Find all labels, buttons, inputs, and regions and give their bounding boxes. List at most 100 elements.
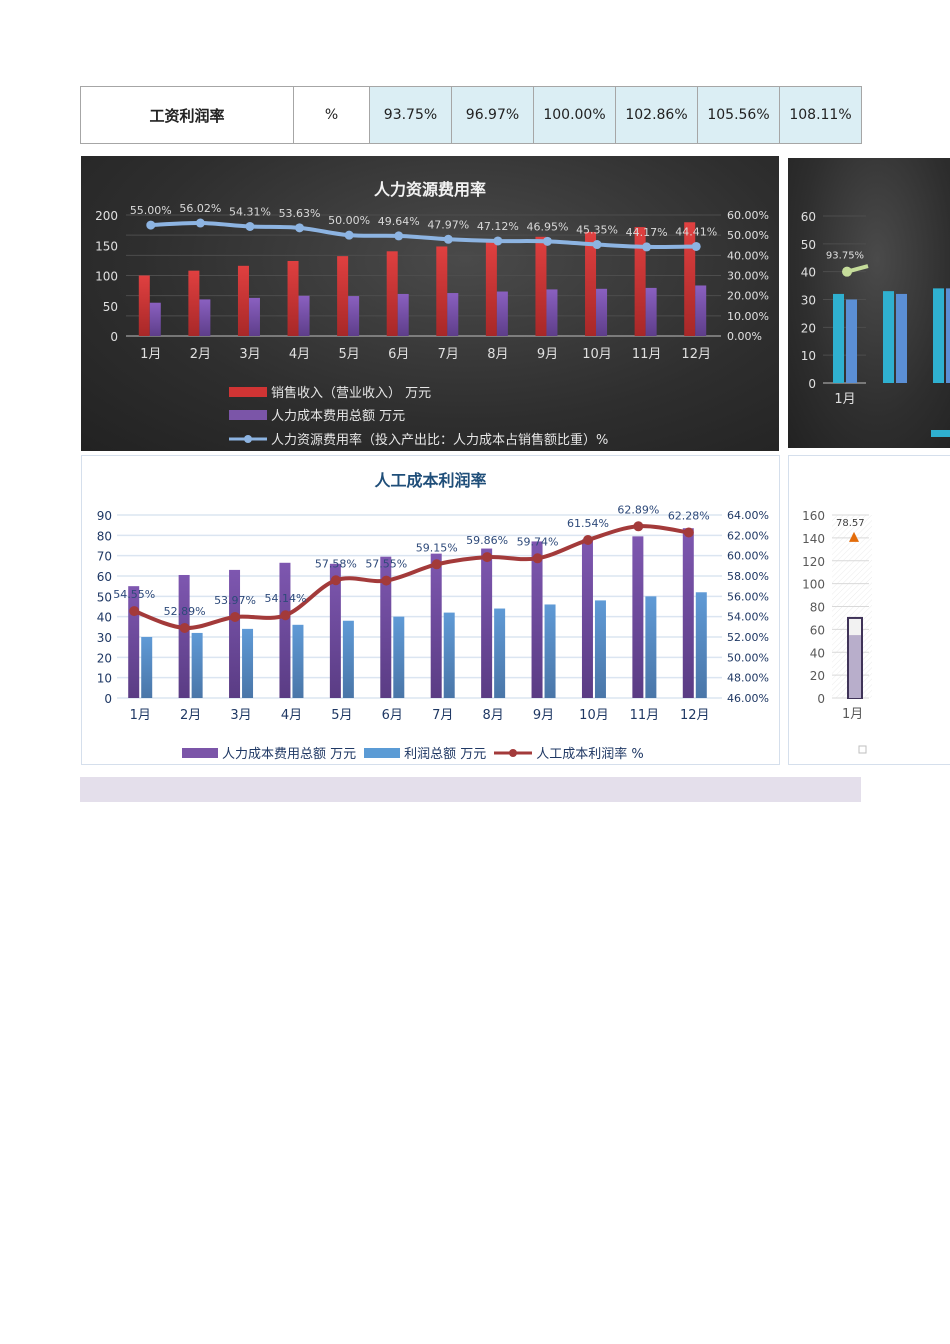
svg-text:40: 40 — [801, 266, 816, 280]
svg-text:30: 30 — [801, 294, 816, 308]
svg-text:8月: 8月 — [482, 708, 503, 723]
svg-text:12月: 12月 — [680, 708, 710, 723]
svg-text:70: 70 — [97, 550, 112, 564]
svg-text:53.63%: 53.63% — [279, 207, 321, 220]
chart-plot: 160 140 120 100 80 60 40 20 0 78.57 1月 — [802, 509, 872, 754]
value-cell: 102.86% — [615, 86, 698, 144]
svg-text:160: 160 — [802, 509, 825, 523]
svg-text:54.00%: 54.00% — [727, 611, 769, 624]
svg-text:54.55%: 54.55% — [113, 588, 155, 601]
svg-text:2月: 2月 — [180, 708, 201, 723]
value-cell: 100.00% — [533, 86, 616, 144]
legend-swatch — [182, 747, 218, 758]
svg-text:62.00%: 62.00% — [727, 529, 769, 542]
legend-label: 人力成本费用总额 万元 — [222, 747, 357, 762]
svg-text:1月: 1月 — [140, 347, 161, 362]
labor-cost-profit-chart[interactable]: 人工成本利润率 90 80 70 60 50 40 30 20 10 0 64.00% 62.00% 6… — [81, 455, 780, 765]
legend-line-marker-icon — [229, 434, 267, 443]
legend-line-marker-icon — [494, 748, 533, 757]
svg-text:9月: 9月 — [533, 708, 554, 723]
svg-text:54.31%: 54.31% — [229, 205, 271, 218]
svg-text:3月: 3月 — [239, 347, 260, 362]
svg-text:0: 0 — [110, 330, 118, 344]
svg-text:56.02%: 56.02% — [179, 202, 221, 215]
svg-text:7月: 7月 — [432, 708, 453, 723]
svg-text:0: 0 — [104, 692, 112, 706]
svg-text:140: 140 — [802, 532, 825, 546]
svg-text:60: 60 — [801, 210, 816, 224]
svg-text:0.00%: 0.00% — [727, 330, 762, 343]
svg-text:59.15%: 59.15% — [416, 541, 458, 554]
svg-text:9月: 9月 — [537, 347, 558, 362]
svg-text:30: 30 — [97, 631, 112, 645]
svg-text:58.00%: 58.00% — [727, 570, 769, 583]
svg-text:7月: 7月 — [438, 347, 459, 362]
legend-swatch — [229, 409, 267, 420]
svg-text:50: 50 — [801, 238, 816, 252]
svg-text:57.55%: 57.55% — [365, 558, 407, 571]
svg-text:2月: 2月 — [190, 347, 211, 362]
svg-text:52.00%: 52.00% — [727, 631, 769, 644]
value-cell: 96.97% — [451, 86, 534, 144]
svg-text:46.00%: 46.00% — [727, 692, 769, 705]
legend-label: 利润总额 万元 — [404, 747, 487, 762]
svg-text:60: 60 — [97, 570, 112, 584]
svg-text:30.00%: 30.00% — [727, 270, 769, 283]
svg-text:11月: 11月 — [632, 347, 662, 362]
chart-plot: 60 50 40 30 20 10 0 1月 93.75% — [801, 210, 950, 437]
svg-text:52.89%: 52.89% — [164, 605, 206, 618]
svg-text:11月: 11月 — [630, 708, 660, 723]
chart-title: 人工成本利润率 — [374, 471, 487, 490]
labor-ratio-chart-partial[interactable]: 160 140 120 100 80 60 40 20 0 78.57 1月 — [788, 455, 950, 765]
svg-text:6月: 6月 — [388, 347, 409, 362]
svg-text:40: 40 — [97, 611, 112, 625]
svg-text:57.58%: 57.58% — [315, 557, 357, 570]
svg-text:60: 60 — [810, 623, 825, 637]
svg-text:56.00%: 56.00% — [727, 590, 769, 603]
svg-text:1月: 1月 — [842, 707, 863, 722]
svg-text:10月: 10月 — [582, 347, 612, 362]
svg-text:64.00%: 64.00% — [727, 509, 769, 522]
svg-text:50.00%: 50.00% — [727, 651, 769, 664]
footer-band — [80, 777, 861, 802]
legend-label: 人工成本利润率 % — [536, 747, 644, 762]
legend-item-labor-cost: 人力成本费用总额 万元 — [229, 405, 405, 424]
chart-legend: 人力成本费用总额 万元 利润总额 万元 人工成本利润率 % — [182, 743, 644, 762]
value-cell: 105.56% — [697, 86, 780, 144]
svg-text:120: 120 — [802, 555, 825, 569]
svg-text:20: 20 — [97, 651, 112, 665]
svg-text:10.00%: 10.00% — [727, 310, 769, 323]
svg-text:78.57: 78.57 — [836, 518, 865, 529]
svg-text:40: 40 — [810, 646, 825, 660]
svg-text:54.14%: 54.14% — [264, 592, 306, 605]
svg-text:5月: 5月 — [338, 347, 359, 362]
svg-text:80: 80 — [97, 529, 112, 543]
legend-label: 人力资源费用率（投入产出比：人力成本占销售额比重）% — [271, 433, 609, 448]
svg-text:59.74%: 59.74% — [517, 535, 559, 548]
svg-text:59.86%: 59.86% — [466, 534, 508, 547]
svg-text:6月: 6月 — [382, 708, 403, 723]
svg-text:53.97%: 53.97% — [214, 594, 256, 607]
svg-text:10: 10 — [97, 672, 112, 686]
svg-text:93.75%: 93.75% — [826, 251, 864, 262]
svg-text:12月: 12月 — [681, 347, 711, 362]
legend-label: 销售收入（营业收入） 万元 — [271, 386, 432, 401]
value-cell: 93.75% — [369, 86, 452, 144]
chart-title: 人力资源费用率 — [373, 180, 486, 199]
svg-text:62.89%: 62.89% — [617, 503, 659, 516]
svg-text:1月: 1月 — [130, 708, 151, 723]
legend-swatch — [364, 747, 401, 758]
wage-profit-chart-partial[interactable]: 60 50 40 30 20 10 0 1月 93.75% — [788, 158, 950, 448]
svg-text:5月: 5月 — [331, 708, 352, 723]
svg-text:4月: 4月 — [281, 708, 302, 723]
svg-text:46.95%: 46.95% — [526, 220, 568, 233]
svg-text:80: 80 — [810, 601, 825, 615]
svg-text:1月: 1月 — [834, 392, 855, 407]
svg-text:150: 150 — [95, 239, 118, 253]
svg-text:55.00%: 55.00% — [130, 204, 172, 217]
svg-text:10月: 10月 — [579, 708, 609, 723]
legend-swatch — [229, 386, 267, 397]
svg-text:45.35%: 45.35% — [576, 224, 618, 237]
value-cell: 108.11% — [779, 86, 862, 144]
hr-cost-rate-chart[interactable]: 人力资源费用率 200 150 100 50 0 60.00% 50.00% 40.00% 30… — [81, 156, 779, 451]
